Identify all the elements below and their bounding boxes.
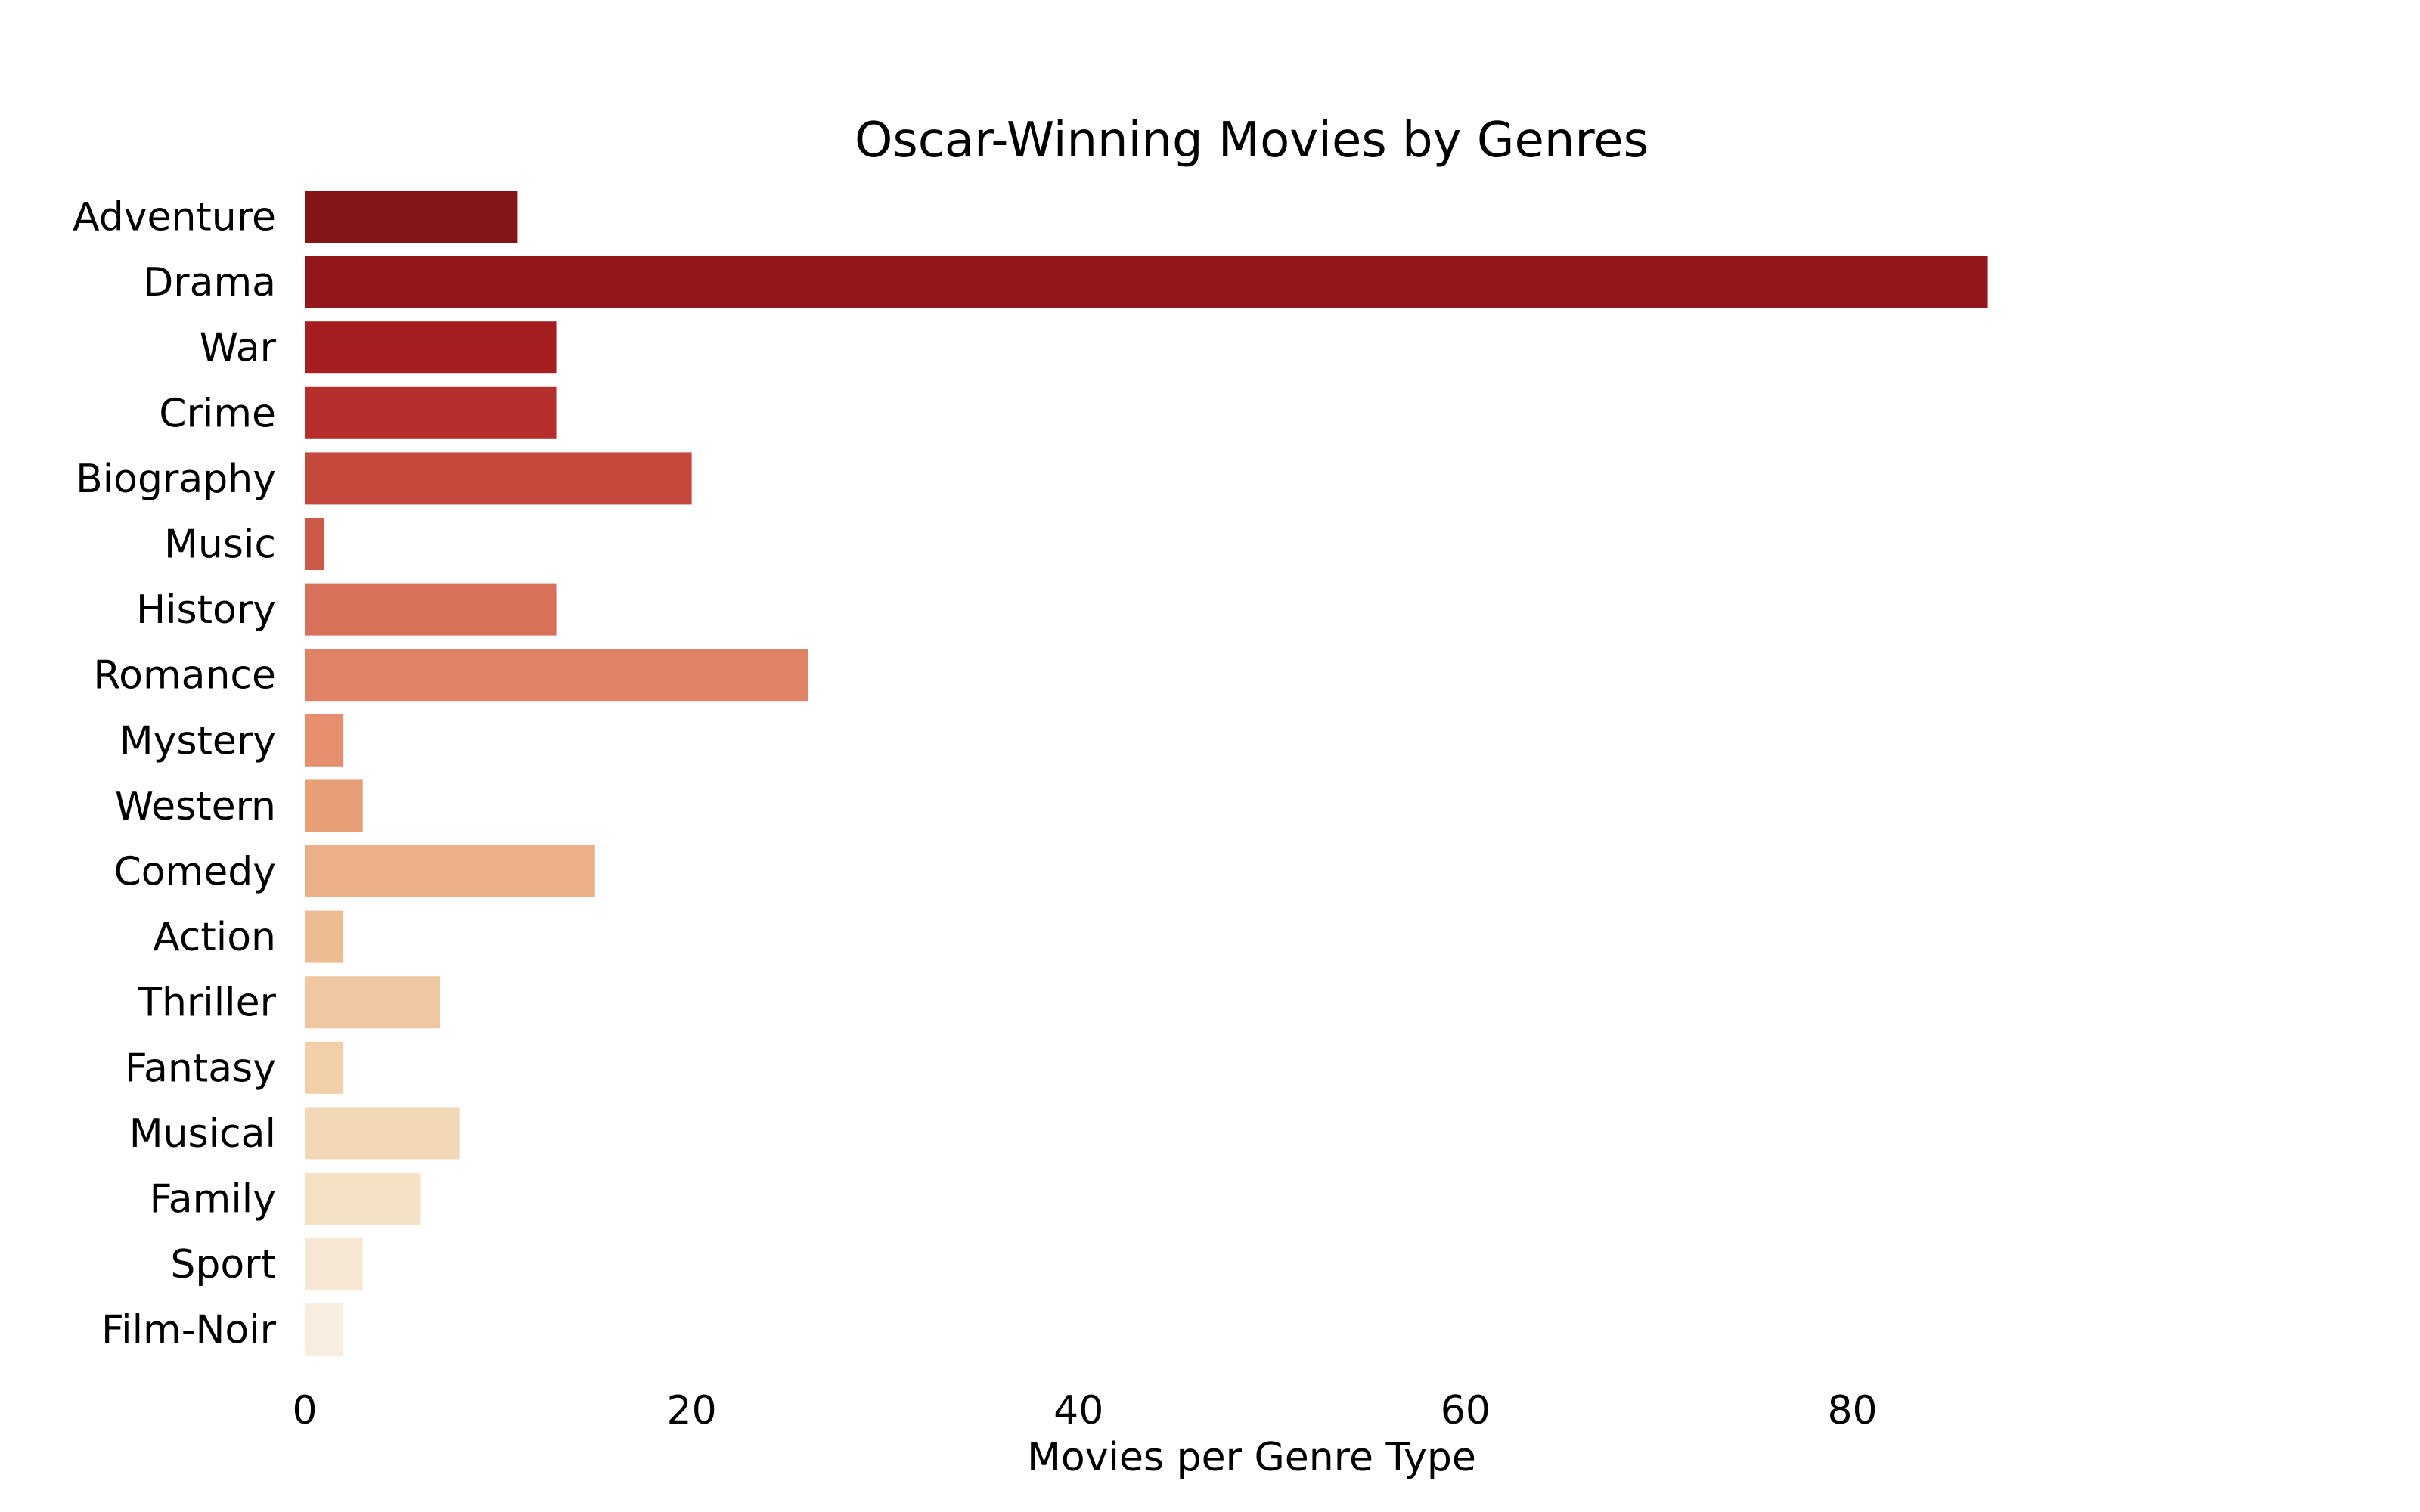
category-label: Romance <box>93 653 276 699</box>
x-tick-label: 20 <box>667 1388 717 1433</box>
bar-mystery <box>305 714 344 767</box>
bar-action <box>305 910 344 963</box>
category-label: Family <box>150 1177 276 1222</box>
bar-drama <box>305 256 1988 308</box>
bar-music <box>305 518 324 570</box>
bar-history <box>305 583 557 636</box>
bar-comedy <box>305 845 595 897</box>
category-label: Mystery <box>119 718 276 764</box>
category-label: History <box>136 587 276 633</box>
bar-family <box>305 1173 421 1225</box>
category-label: Fantasy <box>125 1046 276 1091</box>
bar-thriller <box>305 976 441 1029</box>
x-axis-ticks: 0 20 40 60 80 <box>292 1388 1877 1433</box>
category-label: Crime <box>159 391 276 436</box>
category-label: Drama <box>143 260 276 305</box>
category-label: Thriller <box>137 981 276 1026</box>
category-label: Western <box>115 784 276 829</box>
bar-crime <box>305 386 557 439</box>
bars-layer <box>305 191 1988 1356</box>
category-label: Action <box>153 915 276 960</box>
chart-title: Oscar-Winning Movies by Genres <box>855 113 1649 169</box>
bar-western <box>305 779 363 832</box>
bar-sport <box>305 1238 363 1290</box>
bar-romance <box>305 649 808 702</box>
bar-adventure <box>305 191 518 243</box>
bar-biography <box>305 452 692 505</box>
bar-film-noir <box>305 1303 344 1356</box>
x-tick-label: 0 <box>292 1388 317 1433</box>
category-labels: Adventure Drama War Crime Biography Music Hist… <box>73 195 277 1353</box>
x-tick-label: 60 <box>1441 1388 1491 1433</box>
category-label: Musical <box>129 1111 276 1157</box>
category-label: Sport <box>170 1242 276 1287</box>
category-label: Music <box>164 522 276 568</box>
x-tick-label: 80 <box>1827 1388 1877 1433</box>
category-label: Comedy <box>113 850 276 895</box>
x-axis-label: Movies per Genre Type <box>1027 1435 1476 1480</box>
category-label: Biography <box>76 457 276 502</box>
category-label: War <box>200 326 277 371</box>
x-tick-label: 40 <box>1053 1388 1103 1433</box>
category-label: Adventure <box>73 195 276 240</box>
category-label: Film-Noir <box>101 1308 277 1353</box>
bar-musical <box>305 1107 460 1160</box>
bar-war <box>305 321 557 374</box>
bar-fantasy <box>305 1041 344 1094</box>
